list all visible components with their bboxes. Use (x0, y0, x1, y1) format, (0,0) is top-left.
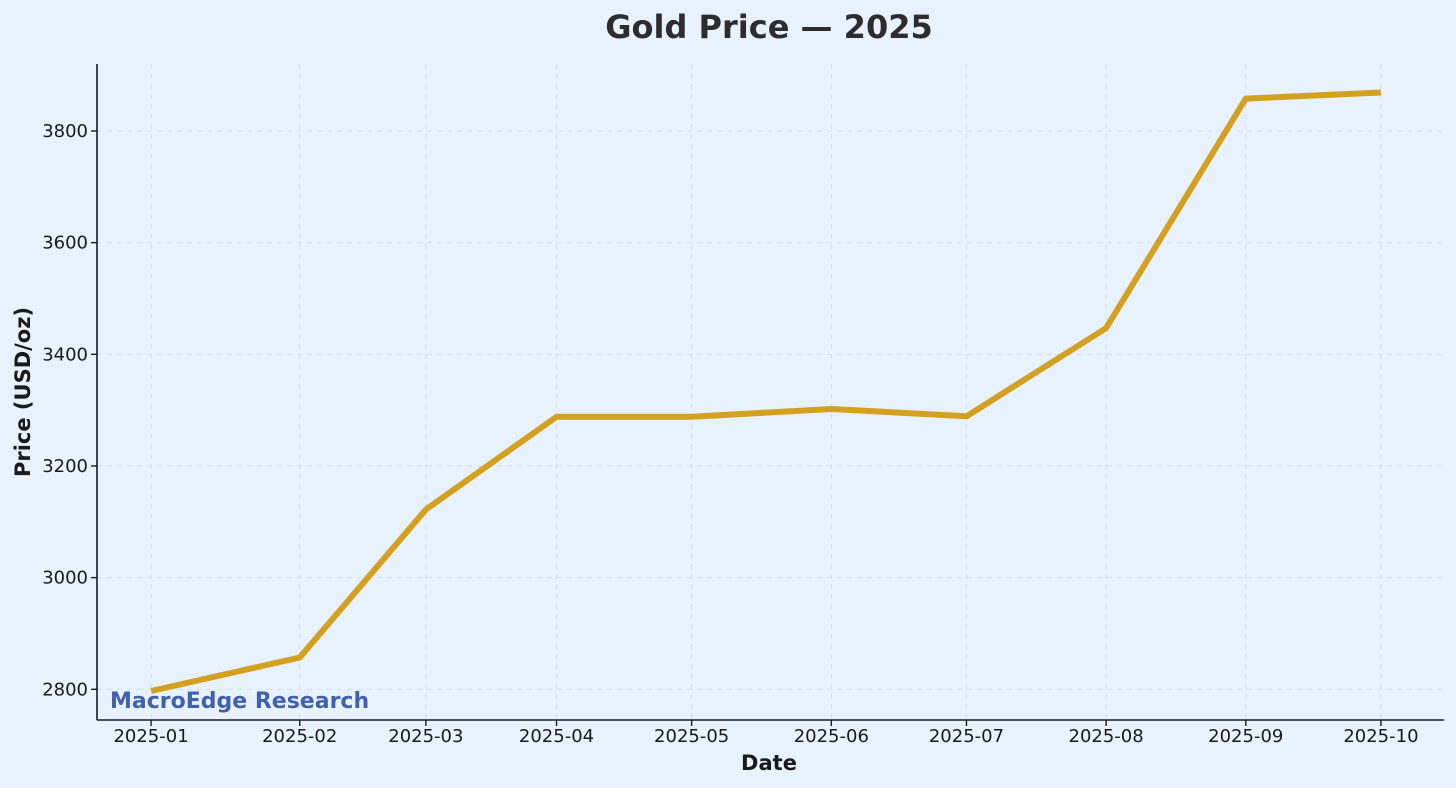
y-tick-label: 3400 (42, 344, 88, 365)
x-tick-label: 2025-02 (262, 726, 337, 747)
series-layer (150, 89, 1382, 694)
y-tick-label: 3800 (42, 121, 88, 142)
watermark-label: MacroEdge Research (110, 689, 369, 714)
grid-lines (97, 64, 1444, 720)
y-tick-label: 3200 (42, 456, 88, 477)
gold-price-line (150, 89, 1382, 694)
tick-labels: 2800 3000 3200 3400 3600 3800 2025-01 2025-02 20… (42, 121, 1418, 747)
x-tick-label: 2025-03 (388, 726, 463, 747)
chart-title: Gold Price — 2025 (605, 8, 932, 46)
x-tick-label: 2025-07 (929, 726, 1004, 747)
x-tick-label: 2025-10 (1343, 726, 1418, 747)
x-tick-label: 2025-05 (654, 726, 729, 747)
x-tick-label: 2025-09 (1208, 726, 1283, 747)
x-tick-label: 2025-06 (794, 726, 869, 747)
y-axis-title: Price (USD/oz) (11, 307, 35, 477)
axes (96, 64, 1444, 721)
x-tick-label: 2025-01 (113, 726, 188, 747)
y-tick-label: 2800 (42, 679, 88, 700)
x-axis-title: Date (741, 751, 797, 775)
x-tick-label: 2025-08 (1069, 726, 1144, 747)
y-tick-label: 3000 (42, 568, 88, 589)
x-tick-label: 2025-04 (519, 726, 594, 747)
y-tick-label: 3600 (42, 233, 88, 254)
